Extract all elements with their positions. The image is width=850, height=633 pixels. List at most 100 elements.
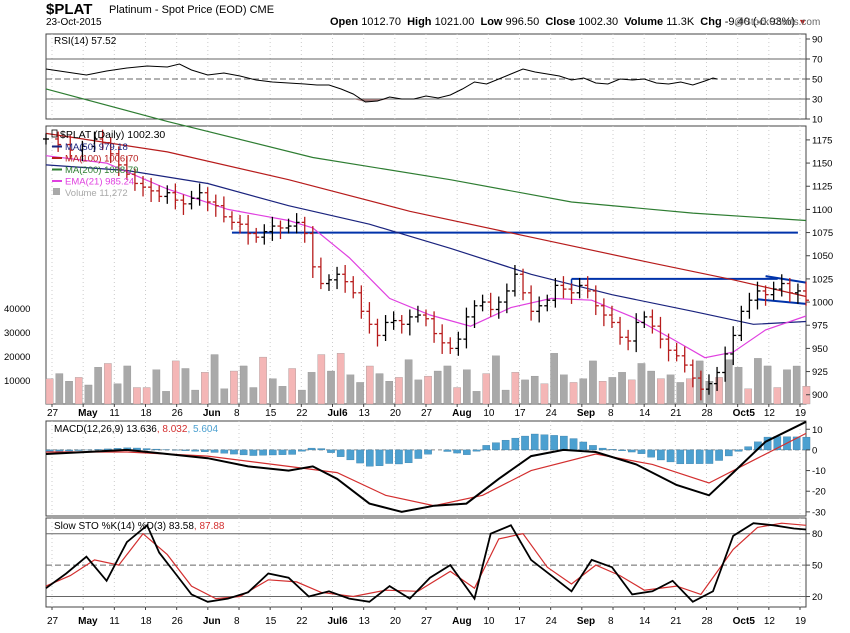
sto-axis-tick-label: 20: [812, 592, 823, 603]
sto-label-part: Slow STO %K(14) %D(3): [54, 521, 166, 532]
macd-histogram-bar: [715, 449, 723, 461]
macd-axis-tick-label: -10: [812, 466, 826, 477]
bottom-x-tick-label: 15: [265, 616, 277, 627]
volume-bar: [676, 382, 685, 405]
macd-histogram-bar: [404, 449, 413, 464]
macd-histogram-bar: [492, 442, 500, 451]
x-tick-label: 8: [608, 408, 614, 419]
volume-bar: [550, 353, 558, 405]
x-tick-label: 12: [764, 408, 776, 419]
volume-bar: [113, 383, 122, 405]
macd-histogram-bar: [627, 449, 636, 453]
volume-bar: [453, 387, 461, 405]
volume-bar: [773, 387, 782, 405]
volume-bar: [230, 370, 238, 405]
macd-histogram-bar: [307, 447, 316, 451]
x-tick-label: 14: [639, 408, 651, 419]
low-value: 996.50: [505, 16, 540, 28]
bottom-x-tick-label: 19: [795, 616, 807, 627]
bottom-x-tick-label: 17: [515, 616, 527, 627]
x-tick-label: 24: [546, 408, 558, 419]
macd-histogram-bar: [230, 449, 238, 455]
macd-label-part: 13.636: [123, 424, 157, 435]
x-tick-label: 18: [141, 408, 153, 419]
volume-bar: [472, 391, 481, 405]
bottom-x-tick-label: May: [78, 616, 98, 627]
macd-axis-tick-label: -20: [812, 487, 826, 498]
volume-bar: [307, 372, 316, 405]
volume-bar: [511, 372, 520, 405]
price-axis-tick-label: 1050: [812, 251, 833, 262]
volume-bar: [278, 386, 287, 405]
price-axis-tick-label: 1175: [812, 135, 832, 146]
macd-histogram-bar: [676, 449, 685, 465]
macd-histogram-bar: [540, 434, 549, 451]
macd-signal-line: [46, 432, 807, 507]
volume-bar: [104, 363, 112, 405]
bottom-x-tick-label: 21: [670, 616, 682, 627]
volume-bar: [695, 360, 704, 405]
volume-bar: [598, 381, 607, 405]
volume-bar: [162, 391, 170, 405]
macd-histogram-bar: [647, 449, 655, 458]
volume-bar: [84, 384, 93, 405]
macd-histogram-bar: [550, 435, 558, 451]
symbol-title: $PLAT: [46, 1, 93, 18]
macd-histogram-bar: [443, 449, 452, 452]
macd-histogram-bar: [569, 438, 578, 451]
x-tick-label: Sep: [577, 408, 595, 419]
volume-bar: [385, 381, 394, 405]
macd-histogram-bar: [734, 449, 743, 452]
volume-bar: [443, 365, 452, 405]
volume-tick-label: 10000: [4, 376, 30, 387]
volume-bar: [191, 389, 199, 405]
volume-value: 11.3K: [666, 16, 695, 28]
x-tick-label: 28: [702, 408, 714, 419]
volume-bar: [298, 389, 306, 405]
bottom-x-tick-label: 28: [702, 616, 714, 627]
legend-label: MA(50) 979.18: [65, 142, 128, 153]
bottom-x-tick-label: 22: [296, 616, 308, 627]
volume-bar: [618, 372, 626, 405]
price-axis-tick-label: 950: [812, 344, 828, 355]
macd-histogram-bar: [142, 448, 151, 451]
macd-line: [45, 420, 807, 513]
bottom-x-tick-label: Oct5: [733, 616, 756, 627]
volume-bar: [463, 369, 471, 405]
close-value: 1002.30: [578, 16, 619, 28]
close-label: Close: [545, 16, 576, 28]
price-axis-tick-label: 1100: [812, 205, 832, 216]
macd-histogram-bar: [239, 449, 248, 456]
x-tick-label: 15: [265, 408, 277, 419]
price-axis-tick-label: 900: [812, 390, 828, 401]
x-tick-label: 11: [109, 408, 120, 419]
macd-histogram-bar: [191, 449, 199, 452]
volume-bar: [589, 360, 597, 405]
sto-label-part: 83.58: [166, 521, 194, 532]
ma100-line: [45, 132, 807, 298]
rsi-line: [45, 63, 718, 103]
price-panel: [45, 125, 807, 405]
price-axis-tick-label: 1075: [812, 228, 833, 239]
volume-bar: [45, 378, 54, 405]
volume-bar: [521, 379, 529, 405]
x-tick-label: Jul6: [328, 408, 348, 419]
bottom-x-tick-label: 8: [608, 616, 614, 627]
volume-bar: [792, 365, 801, 405]
volume-bar: [530, 375, 539, 405]
volume-tick-label: 30000: [4, 328, 30, 339]
macd-label-part: , 8.032: [157, 424, 188, 435]
macd-histogram-bar: [259, 449, 267, 456]
price-axis-tick-label: 925: [812, 367, 828, 378]
sto-axis-tick-label: 80: [812, 529, 823, 540]
macd-histogram-bar: [210, 449, 219, 453]
legend-label: Volume 11,272: [65, 188, 128, 199]
macd-histogram-bar: [375, 449, 384, 466]
bottom-x-tick-label: 27: [421, 616, 433, 627]
volume-bar: [356, 382, 364, 405]
volume-bar: [133, 387, 141, 405]
macd-axis-tick-label: 10: [812, 425, 823, 436]
high-label: High: [407, 16, 432, 28]
macd-histogram-bar: [385, 449, 394, 464]
